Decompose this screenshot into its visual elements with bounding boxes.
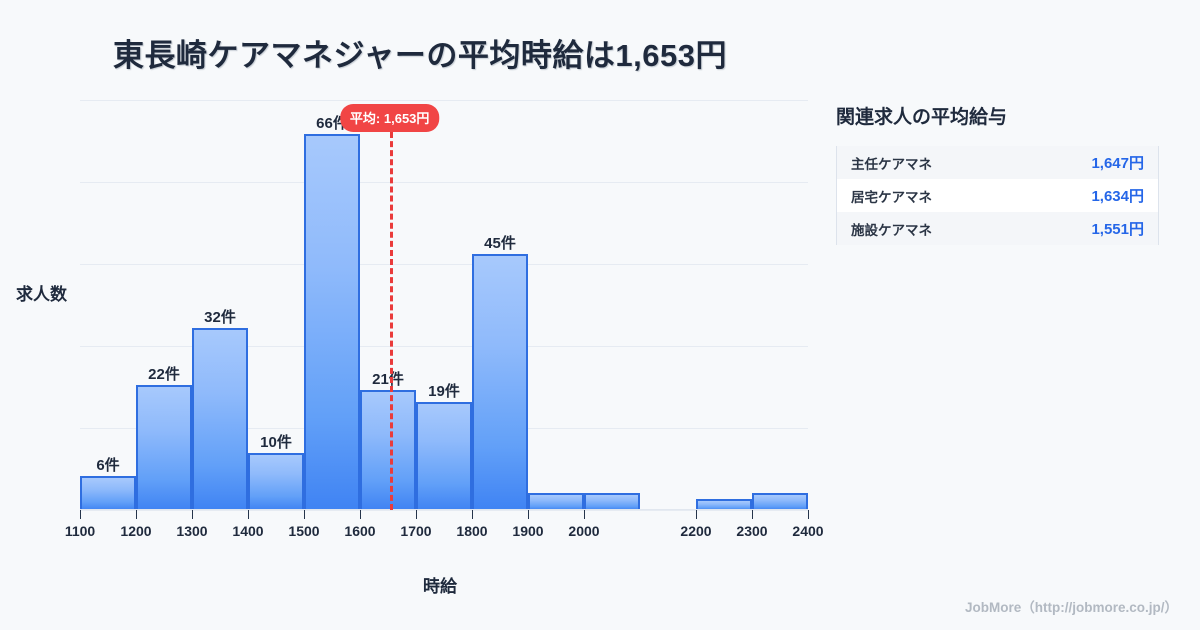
x-axis-tick-label: 1700 bbox=[400, 523, 432, 539]
bar-value-label: 10件 bbox=[260, 434, 292, 452]
x-axis-tick bbox=[584, 510, 585, 519]
gridline bbox=[80, 264, 808, 265]
page-title: 東長崎ケアマネジャーの平均時給は1,653円 bbox=[112, 38, 728, 73]
x-axis-tick bbox=[416, 510, 417, 519]
salary-table-row[interactable]: 居宅ケアマネ 1,634円 bbox=[837, 179, 1158, 212]
related-salary-panel: 関連求人の平均給与 主任ケアマネ 1,647円居宅ケアマネ 1,634円施設ケアマネ… bbox=[836, 102, 1166, 245]
salary-table-row[interactable]: 施設ケアマネ 1,551円 bbox=[837, 212, 1158, 245]
x-axis-tick bbox=[192, 510, 193, 519]
gridline bbox=[80, 510, 808, 511]
histogram-bar[interactable] bbox=[752, 492, 808, 510]
bar-value-label: 21件 bbox=[372, 371, 404, 389]
x-axis-tick-label: 1200 bbox=[120, 523, 152, 539]
x-axis-tick-label: 2200 bbox=[680, 523, 712, 539]
x-axis-tick bbox=[136, 510, 137, 519]
salary-row-value: 1,634円 bbox=[1091, 188, 1144, 205]
bar-value-label: 22件 bbox=[148, 365, 180, 383]
x-axis-tick-label: 2000 bbox=[568, 523, 600, 539]
x-axis-tick-label: 2400 bbox=[792, 523, 824, 539]
gridline bbox=[80, 100, 808, 101]
x-axis-tick bbox=[528, 510, 529, 519]
x-axis-tick-label: 1400 bbox=[232, 523, 264, 539]
footer-credit: JobMore（http://jobmore.co.jp/） bbox=[965, 600, 1178, 615]
x-axis-tick bbox=[248, 510, 249, 519]
x-axis-tick bbox=[696, 510, 697, 519]
histogram-bar[interactable] bbox=[136, 384, 192, 510]
histogram-bar[interactable] bbox=[80, 475, 136, 510]
x-axis-tick-label: 1600 bbox=[344, 523, 376, 539]
y-axis-title: 求人数 bbox=[16, 285, 67, 304]
average-badge: 平均: 1,653円 bbox=[339, 104, 440, 132]
bar-value-label: 45件 bbox=[484, 234, 516, 252]
histogram-bar[interactable] bbox=[696, 498, 752, 510]
related-salary-title: 関連求人の平均給与 bbox=[836, 107, 1008, 128]
gridline bbox=[80, 346, 808, 347]
salary-table-row[interactable]: 主任ケアマネ 1,647円 bbox=[837, 146, 1158, 179]
histogram-bar[interactable] bbox=[416, 401, 472, 510]
histogram-bar[interactable] bbox=[192, 327, 248, 510]
x-axis-tick-label: 1900 bbox=[512, 523, 544, 539]
x-axis-tick-label: 1100 bbox=[64, 523, 96, 539]
bar-value-label: 19件 bbox=[428, 382, 460, 400]
x-axis-tick bbox=[80, 510, 81, 519]
x-axis-tick bbox=[472, 510, 473, 519]
chart-plot-area: 6件 22件 32件 10件 66件 21件 19件 45件 bbox=[80, 100, 808, 511]
gridline bbox=[80, 182, 808, 183]
bar-value-label: 6件 bbox=[96, 456, 120, 474]
x-axis-tick bbox=[360, 510, 361, 519]
salary-row-name: 主任ケアマネ bbox=[851, 156, 932, 172]
x-axis-tick-label: 1800 bbox=[456, 523, 488, 539]
related-salary-table: 主任ケアマネ 1,647円居宅ケアマネ 1,634円施設ケアマネ 1,551円 bbox=[836, 146, 1159, 245]
histogram-bar[interactable] bbox=[304, 134, 360, 510]
average-line-marker bbox=[389, 132, 393, 510]
x-axis-tick bbox=[304, 510, 305, 519]
bar-value-label: 66件 bbox=[316, 115, 348, 133]
histogram-bar[interactable] bbox=[360, 390, 416, 510]
histogram-bar[interactable] bbox=[472, 253, 528, 510]
x-axis-tick-label: 2300 bbox=[736, 523, 768, 539]
bar-value-label: 32件 bbox=[204, 308, 236, 326]
x-axis-tick bbox=[752, 510, 753, 519]
x-axis-tick-label: 1300 bbox=[176, 523, 208, 539]
salary-row-value: 1,551円 bbox=[1091, 221, 1144, 238]
histogram-bar[interactable] bbox=[528, 492, 584, 510]
salary-row-value: 1,647円 bbox=[1091, 155, 1144, 172]
x-axis-baseline bbox=[80, 509, 808, 510]
histogram-bar[interactable] bbox=[248, 453, 304, 510]
salary-row-name: 居宅ケアマネ bbox=[851, 189, 932, 205]
x-axis-title: 時給 bbox=[423, 577, 457, 596]
x-axis-tick-label: 1500 bbox=[288, 523, 320, 539]
salary-row-name: 施設ケアマネ bbox=[851, 222, 932, 238]
histogram-bar[interactable] bbox=[584, 492, 640, 510]
x-axis-tick bbox=[808, 510, 809, 519]
